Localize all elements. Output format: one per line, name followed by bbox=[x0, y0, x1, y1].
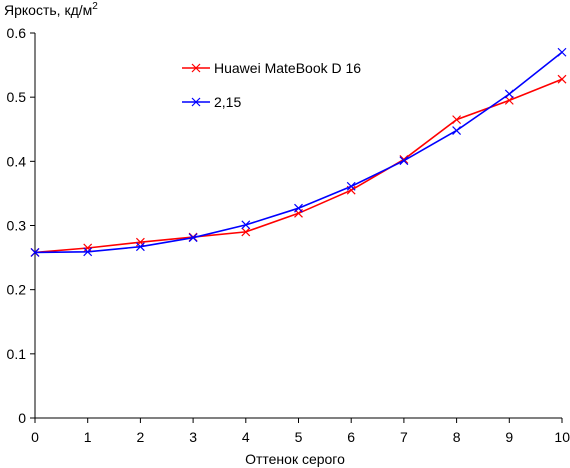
x-tick-label: 4 bbox=[242, 429, 250, 445]
x-tick-label: 8 bbox=[453, 429, 461, 445]
series-line bbox=[34, 78, 563, 254]
y-tick-label: 0.6 bbox=[7, 25, 27, 41]
y-axis-title: Яркость, кд/м2 bbox=[4, 1, 98, 18]
data-point bbox=[452, 126, 462, 135]
axes bbox=[34, 33, 562, 419]
data-point bbox=[557, 74, 567, 84]
y-axis-title-superscript: 2 bbox=[92, 1, 98, 12]
y-tick-label: 0.3 bbox=[7, 218, 27, 234]
x-tick-label: 1 bbox=[84, 429, 92, 445]
data-point bbox=[452, 115, 462, 125]
data-point bbox=[30, 248, 40, 257]
data-point bbox=[346, 181, 356, 191]
x-axis-ticks: 0 1 2 3 4 5 6 7 8 9 10 bbox=[31, 418, 570, 445]
data-point bbox=[504, 89, 514, 99]
x-tick-label: 6 bbox=[347, 429, 355, 445]
legend-item-1: Huawei MateBook D 16 bbox=[182, 60, 361, 76]
legend-label: Huawei MateBook D 16 bbox=[214, 60, 361, 76]
y-tick-label: 0.2 bbox=[7, 282, 27, 298]
data-point bbox=[399, 156, 409, 166]
legend: Huawei MateBook D 16 2,15 bbox=[182, 60, 361, 110]
data-point bbox=[188, 233, 198, 243]
data-point bbox=[294, 203, 303, 213]
x-tick-label: 7 bbox=[400, 429, 408, 445]
y-tick-label: 0.5 bbox=[7, 89, 27, 105]
data-point bbox=[557, 47, 567, 57]
x-tick-label: 9 bbox=[505, 429, 513, 445]
legend-item-2: 2,15 bbox=[182, 94, 241, 110]
data-point bbox=[504, 95, 514, 105]
y-axis-ticks: 0 0.1 0.2 0.3 0.4 0.5 0.6 bbox=[7, 25, 35, 426]
x-tick-label: 0 bbox=[31, 429, 39, 445]
y-axis-title-text: Яркость, кд/м bbox=[4, 2, 92, 18]
legend-label: 2,15 bbox=[214, 94, 241, 110]
x-tick-label: 10 bbox=[554, 429, 570, 445]
y-tick-label: 0 bbox=[18, 410, 26, 426]
x-tick-label: 3 bbox=[189, 429, 197, 445]
series-line bbox=[34, 51, 563, 254]
series-layer bbox=[30, 47, 567, 257]
x-tick-label: 5 bbox=[295, 429, 303, 445]
data-point bbox=[83, 247, 93, 257]
series-2 bbox=[30, 47, 567, 257]
x-tick-label: 2 bbox=[137, 429, 145, 445]
data-point bbox=[83, 243, 93, 253]
data-point bbox=[241, 220, 251, 230]
series-1 bbox=[30, 74, 567, 257]
data-point bbox=[241, 227, 251, 237]
data-point bbox=[135, 242, 145, 252]
x-axis-title: Оттенок серого bbox=[245, 451, 345, 467]
y-tick-label: 0.4 bbox=[7, 153, 27, 169]
y-tick-label: 0.1 bbox=[7, 346, 27, 362]
